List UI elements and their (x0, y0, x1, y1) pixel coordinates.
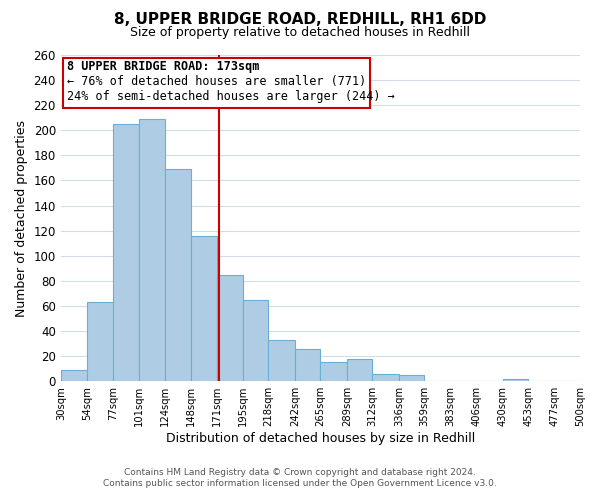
Bar (243, 300, 268, 381)
Bar (320, 362, 347, 381)
Bar (139, 119, 164, 381)
Bar (88, 302, 113, 381)
Bar (61, 370, 88, 381)
Text: 24% of semi-detached houses are larger (244) →: 24% of semi-detached houses are larger (… (67, 90, 395, 103)
Text: Size of property relative to detached houses in Redhill: Size of property relative to detached ho… (130, 26, 470, 39)
Bar (295, 348, 320, 381)
Text: 8 UPPER BRIDGE ROAD: 173sqm: 8 UPPER BRIDGE ROAD: 173sqm (67, 60, 260, 73)
Bar (164, 169, 191, 381)
X-axis label: Distribution of detached houses by size in Redhill: Distribution of detached houses by size … (166, 432, 475, 445)
Text: 8, UPPER BRIDGE ROAD, REDHILL, RH1 6DD: 8, UPPER BRIDGE ROAD, REDHILL, RH1 6DD (114, 12, 486, 28)
Bar (503, 378, 528, 381)
Y-axis label: Number of detached properties: Number of detached properties (15, 120, 28, 316)
Bar (373, 374, 399, 381)
Bar (347, 358, 373, 381)
Text: Contains HM Land Registry data © Crown copyright and database right 2024.
Contai: Contains HM Land Registry data © Crown c… (103, 468, 497, 487)
Bar (399, 375, 424, 381)
Bar (268, 340, 295, 381)
Text: ← 76% of detached houses are smaller (771): ← 76% of detached houses are smaller (77… (67, 75, 367, 88)
Bar (191, 236, 217, 381)
Bar (113, 124, 139, 381)
Bar (217, 274, 243, 381)
FancyBboxPatch shape (63, 58, 370, 108)
